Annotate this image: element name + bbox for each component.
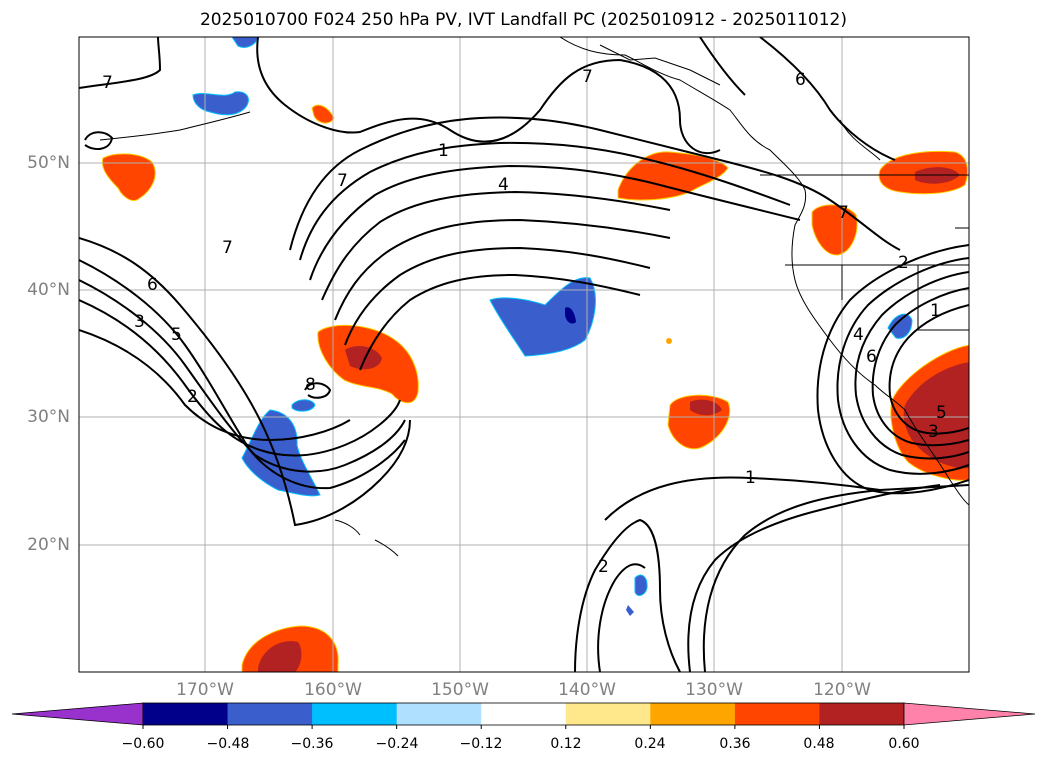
contour-label: 6 xyxy=(147,275,158,295)
positive-anomaly-core xyxy=(258,641,302,672)
contour-label: 7 xyxy=(582,67,593,87)
contour-label: 8 xyxy=(305,375,316,395)
contour-label: 4 xyxy=(853,325,864,345)
colorbar-cell xyxy=(312,703,398,725)
negative-anomaly-patch xyxy=(887,313,913,339)
contour-label: 1 xyxy=(438,141,449,161)
contour-label: 4 xyxy=(498,175,509,195)
longitude-label: 170°W xyxy=(176,680,234,700)
longitude-label: 160°W xyxy=(304,680,362,700)
colorbar-tick-label: 0.12 xyxy=(550,736,582,752)
contour-label: 2 xyxy=(187,387,198,407)
positive-anomaly-patch xyxy=(617,151,729,201)
positive-anomaly-patch xyxy=(811,204,858,256)
negative-anomaly-core xyxy=(565,307,576,324)
contour-label: 2 xyxy=(898,253,909,273)
negative-anomaly-patch xyxy=(634,574,648,596)
latitude-label: 20°N xyxy=(27,535,70,555)
colorbar-tick-label: −0.60 xyxy=(121,736,165,752)
negative-anomaly-patch xyxy=(231,37,259,48)
colorbar xyxy=(11,702,1036,729)
graticule xyxy=(79,37,969,672)
pv-anomaly-shading xyxy=(101,37,969,672)
contour-labels: 7 7 1 7 4 6 3 5 2 8 1 2 1 2 7 4 6 5 3 7 … xyxy=(102,67,947,577)
map-frame xyxy=(78,36,970,673)
positive-anomaly-core xyxy=(345,346,382,370)
colorbar-tick-label: −0.48 xyxy=(206,736,250,752)
positive-anomaly-core xyxy=(903,362,969,469)
colorbar-cell xyxy=(650,703,736,725)
contour-label: 7 xyxy=(838,203,849,223)
colorbar-cell xyxy=(143,703,229,725)
contour-label: 1 xyxy=(930,301,941,321)
contour-label: 5 xyxy=(936,403,947,423)
colorbar-cell xyxy=(819,703,905,725)
contour-lines xyxy=(79,37,969,672)
colorbar-tick-label: 0.24 xyxy=(634,736,666,752)
contour-label: 3 xyxy=(928,422,939,442)
negative-anomaly-patch xyxy=(291,399,316,412)
colorbar-tick-label: −0.36 xyxy=(290,736,334,752)
contour-label: 7 xyxy=(222,238,233,258)
negative-anomaly-patch xyxy=(626,605,634,616)
negative-anomaly-patch xyxy=(241,409,321,497)
longitude-label: 140°W xyxy=(558,680,616,700)
colorbar-tick-label: 0.60 xyxy=(888,736,920,752)
colorbar-cell xyxy=(227,703,313,725)
latitude-label: 40°N xyxy=(27,280,70,300)
colorbar-tick-label: 0.48 xyxy=(803,736,835,752)
contour-label: 7 xyxy=(102,73,113,93)
contour-label: 2 xyxy=(598,557,609,577)
colorbar-cell xyxy=(734,703,820,725)
contour-label: 6 xyxy=(866,347,877,367)
colorbar-cell xyxy=(565,703,651,725)
latitude-label: 30°N xyxy=(27,407,70,427)
latitude-label: 50°N xyxy=(27,153,70,173)
longitude-label: 130°W xyxy=(685,680,743,700)
positive-anomaly-patch xyxy=(311,104,335,124)
contour-label: 3 xyxy=(134,312,145,332)
map-title: 2025010700 F024 250 hPa PV, IVT Landfall… xyxy=(199,10,847,30)
contour-label: 7 xyxy=(337,171,348,191)
contour-label: 5 xyxy=(171,325,182,345)
positive-anomaly-dot xyxy=(666,338,672,344)
positive-anomaly-patch xyxy=(101,153,156,202)
colorbar-tick-label: 0.36 xyxy=(719,736,751,752)
contour-label: 6 xyxy=(795,70,806,90)
negative-anomaly-patch xyxy=(192,91,249,116)
colorbar-tick-label: −0.12 xyxy=(459,736,503,752)
colorbar-cell xyxy=(481,703,567,725)
negative-anomaly-patch xyxy=(489,277,596,357)
coastlines xyxy=(99,37,969,557)
longitude-label: 120°W xyxy=(813,680,871,700)
contour-label: 1 xyxy=(745,468,756,488)
colorbar-cell xyxy=(396,703,482,725)
colorbar-extend-min xyxy=(11,702,144,726)
colorbar-extend-max xyxy=(903,702,1036,726)
colorbar-tick-label: −0.24 xyxy=(375,736,419,752)
longitude-label: 150°W xyxy=(431,680,489,700)
